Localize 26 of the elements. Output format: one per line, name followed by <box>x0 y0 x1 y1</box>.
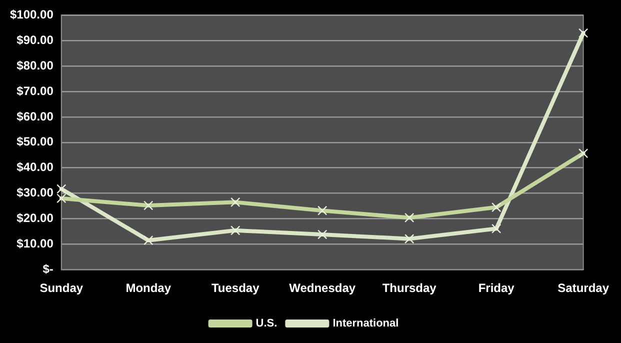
point <box>491 224 502 234</box>
point <box>578 28 588 38</box>
y-tick-label: $- <box>42 262 54 276</box>
y-tick-label: $60.00 <box>16 109 54 124</box>
point <box>230 226 240 236</box>
x-tick-label: Saturday <box>558 281 610 296</box>
y-tick-label: $90.00 <box>16 32 54 47</box>
x-tick-label: Sunday <box>40 281 84 296</box>
y-tick-label: $20.00 <box>16 211 54 226</box>
y-tick-label: $40.00 <box>16 160 54 174</box>
y-tick-label: $10.00 <box>16 236 54 250</box>
y-tick-label: $100.00 <box>10 8 54 22</box>
legend-label: International <box>332 318 399 330</box>
y-tick-label: $50.00 <box>16 134 54 149</box>
x-tick-label: Thursday <box>382 281 437 296</box>
y-tick-label: $70.00 <box>16 84 54 98</box>
x-tick-label: Tuesday <box>211 281 260 296</box>
y-tick-label: $80.00 <box>16 58 54 72</box>
legend-label: U.S. <box>256 318 278 330</box>
point <box>404 234 414 244</box>
y-tick-label: $30.00 <box>16 186 54 200</box>
point <box>144 236 154 246</box>
x-tick-label: Friday <box>478 281 515 296</box>
x-tick-label: Wednesday <box>289 281 356 296</box>
x-tick-label: Monday <box>126 281 172 296</box>
point <box>318 230 328 240</box>
